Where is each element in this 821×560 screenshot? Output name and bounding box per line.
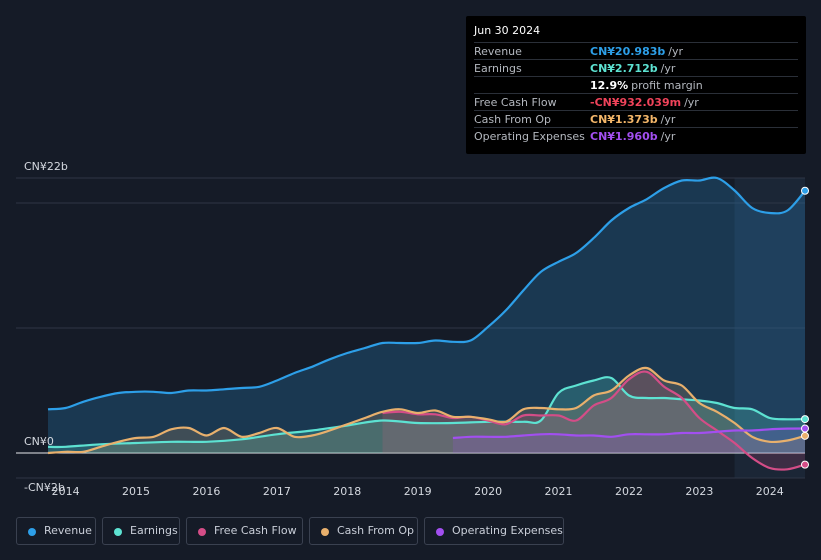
earnings-line — [47, 376, 806, 449]
x-tick-label: 2017 — [263, 485, 291, 498]
cash-from-op-endpoint — [801, 431, 809, 440]
x-tick-label: 2018 — [333, 485, 361, 498]
x-tick-label: 2015 — [122, 485, 150, 498]
tooltip-row: Operating Expenses CN¥1.960b/yr — [474, 127, 798, 145]
tooltip-row: Free Cash Flow -CN¥932.039m/yr — [474, 93, 798, 111]
earnings-endpoint — [801, 415, 809, 424]
x-tick-label: 2019 — [404, 485, 432, 498]
tooltip-label: Operating Expenses — [474, 130, 585, 143]
legend-dot-icon — [436, 528, 444, 536]
free-cash-flow-area — [382, 371, 805, 470]
revenue-line — [47, 176, 806, 411]
tooltip-label: Free Cash Flow — [474, 96, 557, 109]
legend-item-cash-from-op[interactable]: Cash From Op — [309, 517, 418, 545]
legend-dot-icon — [114, 528, 122, 536]
tooltip-value: CN¥2.712b/yr — [590, 62, 676, 75]
x-tick-label: 2024 — [756, 485, 784, 498]
revenue-area — [48, 177, 805, 453]
tooltip-row: Cash From Op CN¥1.373b/yr — [474, 110, 798, 128]
legend-label: Free Cash Flow — [214, 524, 297, 537]
tooltip-value: CN¥1.960b/yr — [590, 130, 676, 143]
tooltip-value: -CN¥932.039m/yr — [590, 96, 699, 109]
cash-from-op-area — [48, 367, 805, 453]
legend-item-earnings[interactable]: Earnings — [102, 517, 180, 545]
free-cash-flow-line — [382, 370, 806, 471]
legend-item-revenue[interactable]: Revenue — [16, 517, 96, 545]
operating-expenses-line — [452, 427, 806, 440]
legend-label: Revenue — [44, 524, 92, 537]
legend-label: Cash From Op — [337, 524, 415, 537]
tooltip-label: Earnings — [474, 62, 522, 75]
legend-dot-icon — [28, 528, 36, 536]
revenue-endpoint — [801, 186, 809, 195]
x-axis: 2014 2015 2016 2017 2018 2019 2020 2021 2022 2023… — [52, 485, 784, 498]
y-tick-label: -CN¥2b — [24, 481, 65, 494]
legend-label: Earnings — [130, 524, 178, 537]
tooltip-date: Jun 30 2024 — [474, 24, 541, 37]
x-tick-label: 2020 — [474, 485, 502, 498]
tooltip-value: CN¥1.373b/yr — [590, 113, 676, 126]
tooltip-value: 12.9% profit margin — [590, 79, 703, 92]
gridlines — [16, 177, 805, 479]
x-tick-label: 2016 — [192, 485, 220, 498]
operating-expenses-endpoint — [801, 424, 809, 433]
tooltip-label: Revenue — [474, 45, 522, 58]
x-tick-label: 2021 — [545, 485, 573, 498]
tooltip-row: Revenue CN¥20.983b/yr — [474, 42, 798, 60]
tooltip-value: CN¥20.983b/yr — [590, 45, 684, 58]
series-areas — [48, 177, 805, 470]
legend-dot-icon — [321, 528, 329, 536]
series-endpoints — [801, 186, 809, 469]
x-tick-label: 2014 — [52, 485, 80, 498]
y-axis: CN¥22b CN¥0 -CN¥2b — [24, 160, 68, 494]
y-tick-label: CN¥22b — [24, 160, 68, 173]
y-tick-label: CN¥0 — [24, 435, 54, 448]
legend-item-operating-expenses[interactable]: Operating Expenses — [424, 517, 564, 545]
data-tooltip: Jun 30 2024 Revenue CN¥20.983b/yr Earnings… — [466, 16, 806, 154]
legend-dot-icon — [198, 528, 206, 536]
free-cash-flow-endpoint — [801, 460, 809, 469]
earnings-area — [48, 377, 805, 453]
series-lines — [47, 176, 806, 471]
legend-item-free-cash-flow[interactable]: Free Cash Flow — [186, 517, 303, 545]
x-tick-label: 2022 — [615, 485, 643, 498]
tooltip-label: Cash From Op — [474, 113, 552, 126]
tooltip-row: 12.9% profit margin — [474, 76, 798, 94]
legend-label: Operating Expenses — [452, 524, 563, 537]
tooltip-row: Earnings CN¥2.712b/yr — [474, 59, 798, 77]
cash-from-op-line — [47, 366, 806, 455]
x-tick-label: 2023 — [685, 485, 713, 498]
